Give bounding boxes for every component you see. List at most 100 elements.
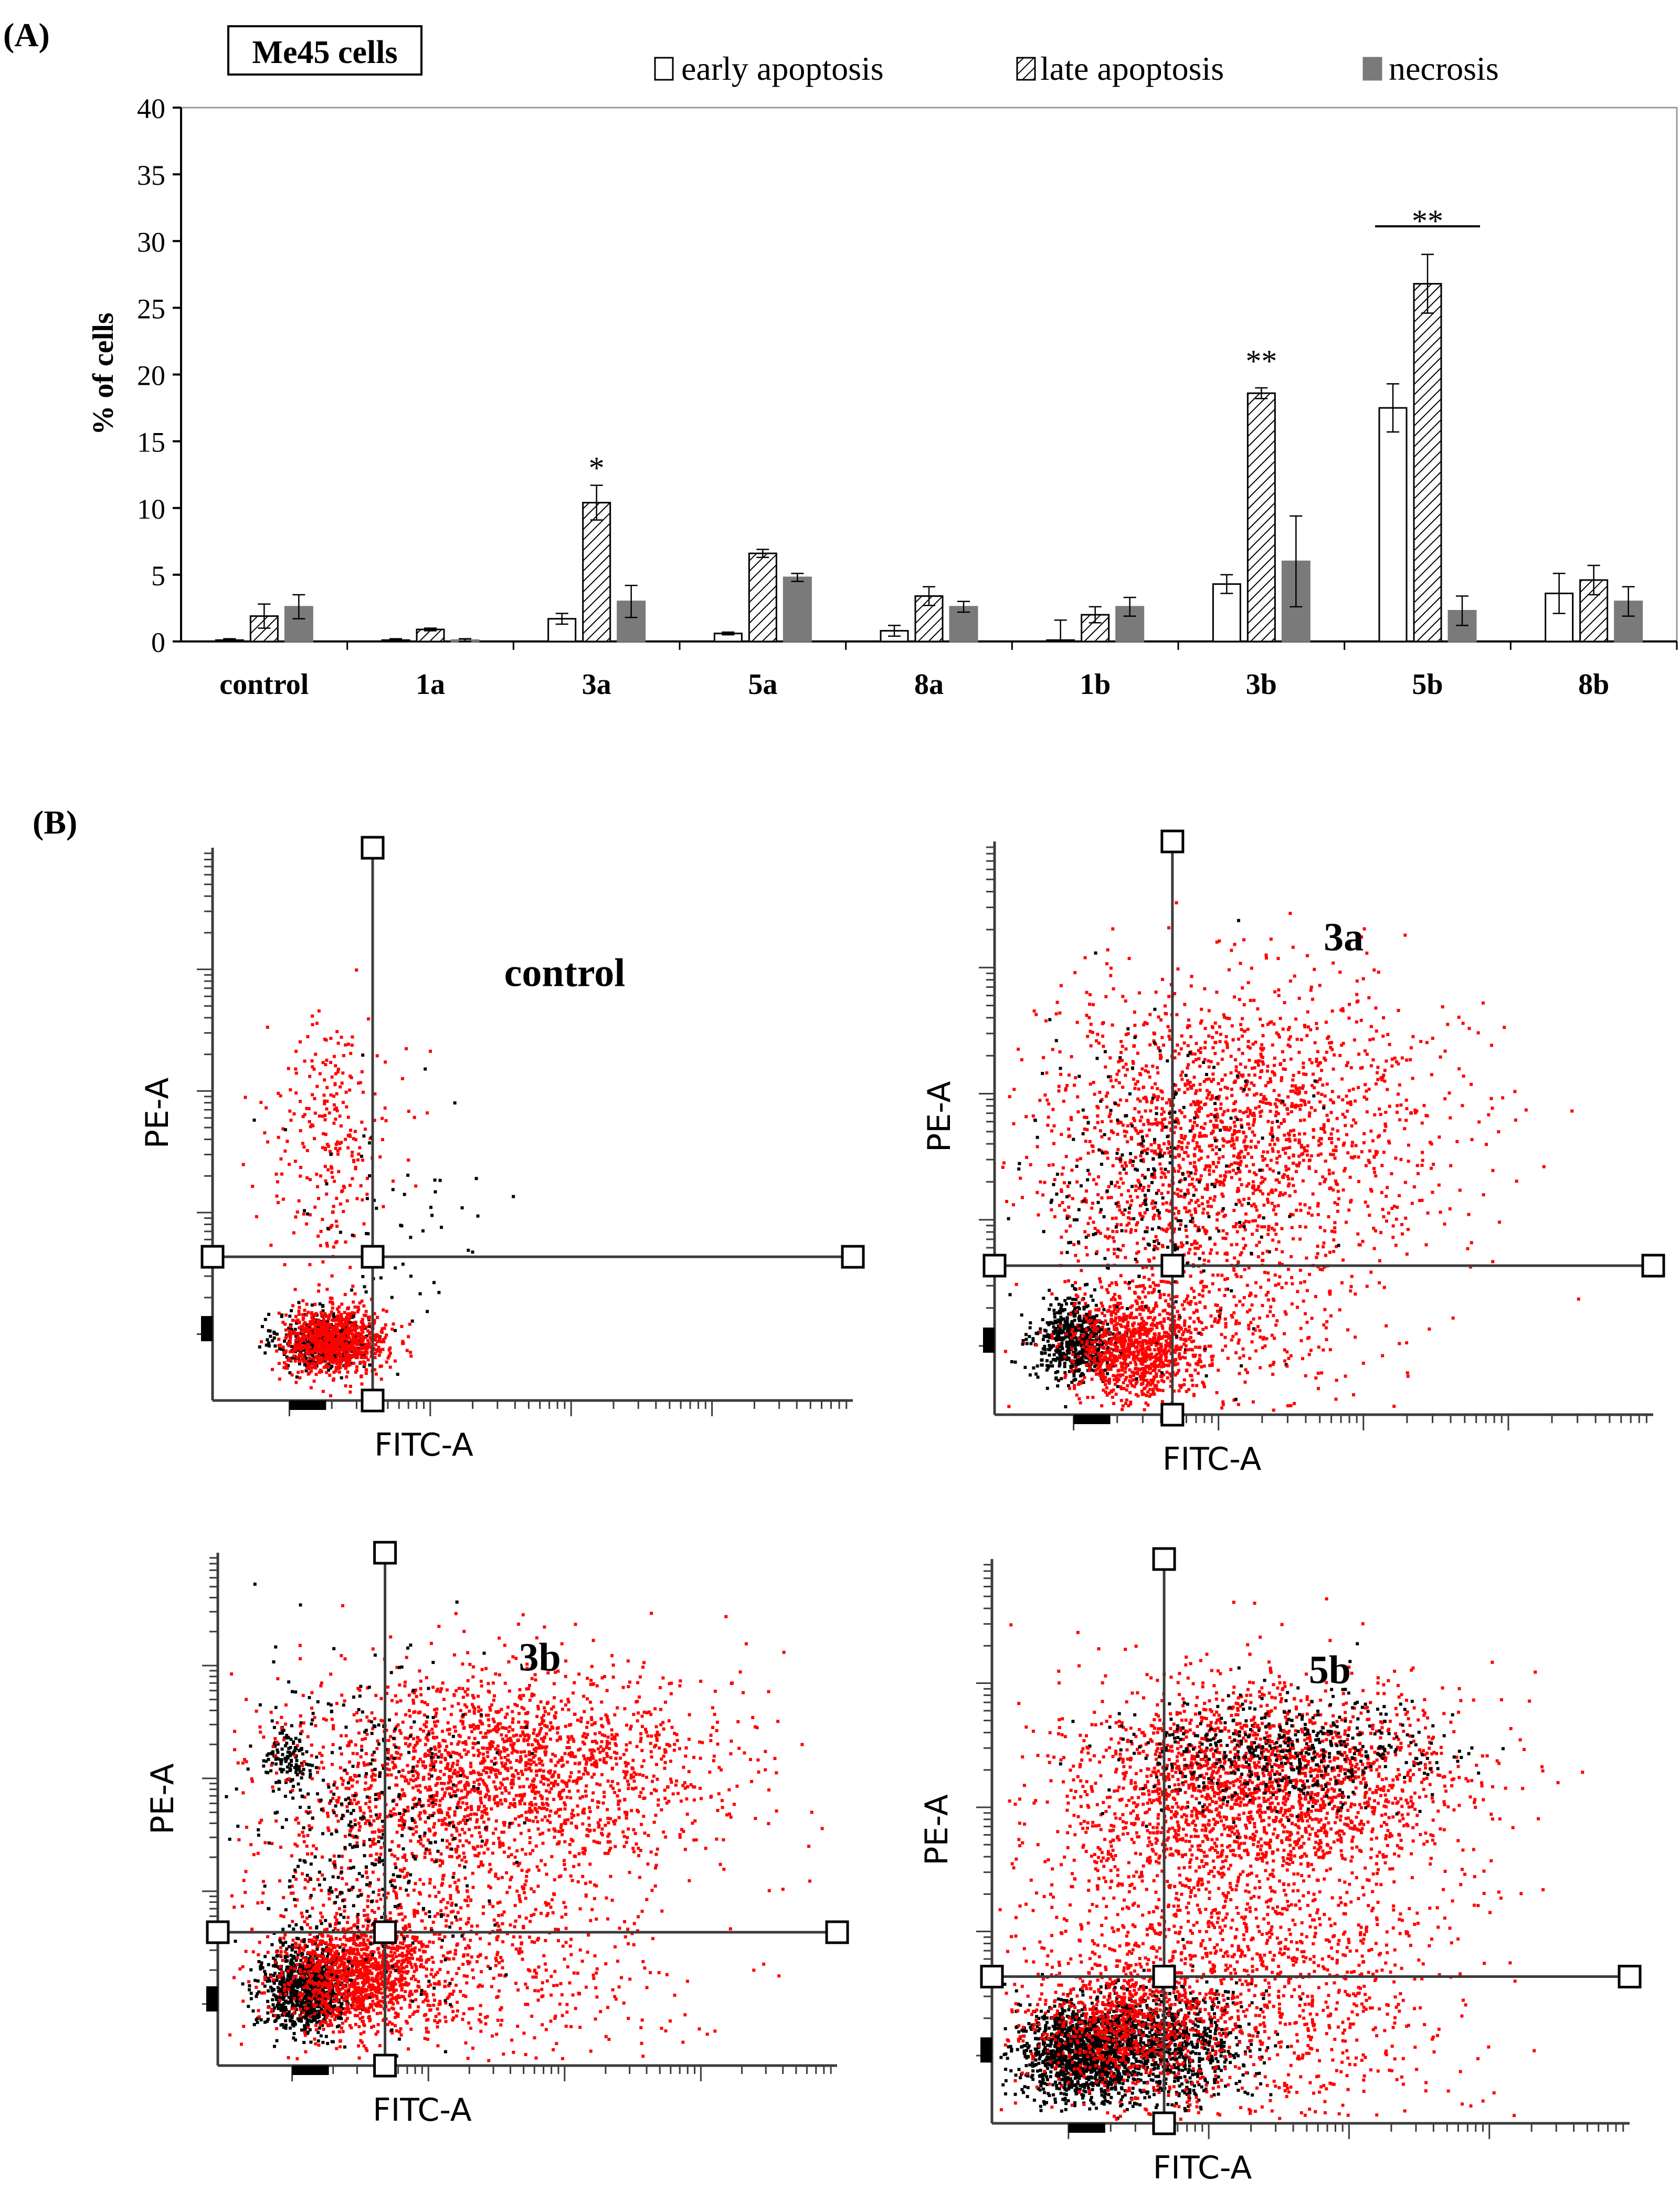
event-dot [295, 1071, 298, 1075]
event-dot [362, 1326, 365, 1330]
event-dot [348, 1345, 351, 1349]
event-dot [1079, 1401, 1082, 1404]
event-dot [344, 1293, 347, 1296]
event-dot [297, 1345, 300, 1348]
event-dot [1279, 1017, 1282, 1020]
event-dot [1323, 1229, 1326, 1233]
event-dot [1179, 1223, 1182, 1226]
event-dot [1090, 1044, 1093, 1047]
x-tick-label-control: control [219, 668, 309, 701]
event-dot [1153, 1348, 1156, 1351]
event-dot [1074, 1378, 1077, 1381]
event-dot [1077, 1355, 1080, 1358]
event-dot [1144, 1109, 1147, 1112]
event-dot [1420, 1164, 1423, 1167]
bar-5a-1 [749, 553, 776, 641]
event-dot [299, 1166, 302, 1169]
event-dot [1187, 1142, 1190, 1145]
event-dot [1222, 1144, 1225, 1147]
event-dot [1337, 1197, 1340, 1200]
event-dot [1157, 1381, 1160, 1384]
event-dot [1388, 1105, 1391, 1108]
event-dot [1274, 1114, 1277, 1117]
event-dot [294, 1288, 297, 1291]
event-dot [1160, 1361, 1164, 1364]
event-dot [1148, 1044, 1151, 1047]
event-dot [311, 1023, 314, 1026]
event-dot [1048, 1354, 1051, 1357]
event-dot [1088, 1366, 1091, 1370]
event-dot [311, 1015, 314, 1018]
event-dot [1048, 1308, 1051, 1311]
event-dot [315, 1021, 319, 1025]
y-axis-label: % of cells [87, 312, 120, 435]
event-dot [1054, 1349, 1058, 1352]
event-dot [310, 1386, 313, 1389]
event-dot [1439, 1210, 1442, 1214]
event-dot [1165, 1201, 1168, 1204]
event-dot [1013, 1361, 1017, 1364]
event-dot [1190, 984, 1193, 987]
legend-label-late: late apoptosis [1040, 50, 1224, 87]
event-dot [1114, 1339, 1117, 1342]
event-dot [1060, 1341, 1063, 1344]
event-dot [342, 1210, 345, 1213]
event-dot [1140, 1115, 1143, 1119]
event-dot [1189, 1162, 1192, 1165]
event-dot [1057, 1335, 1060, 1338]
event-dot [1346, 1101, 1349, 1104]
event-dot [1195, 1168, 1198, 1172]
event-dot [1166, 1376, 1169, 1379]
event-dot [1095, 1304, 1098, 1307]
event-dot [1287, 1028, 1290, 1031]
event-dot [1277, 988, 1280, 992]
event-dot [1207, 1205, 1210, 1208]
event-dot [1054, 1371, 1058, 1374]
event-dot [1138, 1330, 1142, 1333]
event-dot [1104, 1320, 1107, 1323]
event-dot [367, 1317, 371, 1320]
event-dot [1219, 1180, 1222, 1183]
event-dot [334, 1064, 337, 1067]
y-axis-block-3a [983, 1328, 995, 1353]
event-dot [1058, 1012, 1061, 1015]
event-dot [1282, 1028, 1285, 1031]
event-dot [1127, 1216, 1130, 1219]
event-dot [1158, 1369, 1161, 1372]
event-dot [1270, 938, 1273, 941]
event-dot [1318, 1078, 1322, 1081]
event-dot [1065, 1155, 1068, 1158]
event-dot [1133, 1010, 1136, 1014]
event-dot [1265, 1164, 1269, 1167]
event-dot [1167, 1191, 1170, 1194]
event-dot [1364, 1200, 1367, 1204]
event-dot [337, 1365, 341, 1368]
event-dot [1399, 1158, 1402, 1161]
event-dot [1023, 1366, 1027, 1369]
event-dot [282, 1345, 285, 1349]
event-dot [1045, 1359, 1049, 1362]
event-dot [1119, 1177, 1123, 1181]
event-dot [1229, 1126, 1232, 1130]
event-dot [332, 1377, 335, 1381]
event-dot [292, 1348, 295, 1351]
event-dot [1398, 1194, 1401, 1197]
event-dot [1198, 1065, 1201, 1068]
event-dot [325, 1371, 328, 1374]
event-dot [1050, 1321, 1053, 1324]
event-dot [1106, 1323, 1109, 1326]
event-dot [1334, 1156, 1337, 1160]
event-dot [1292, 1090, 1295, 1093]
event-dot [284, 1336, 287, 1340]
event-dot [348, 1354, 351, 1357]
event-dot [365, 1193, 368, 1196]
event-dot [314, 1313, 317, 1316]
event-dot [360, 1121, 363, 1124]
event-dot [1284, 1165, 1287, 1168]
event-dot [1243, 1145, 1246, 1148]
event-dot [1133, 1024, 1136, 1027]
event-dot [1071, 1353, 1074, 1356]
event-dot [1386, 1033, 1389, 1036]
event-dot [1314, 1041, 1317, 1044]
event-dot [1312, 1128, 1315, 1131]
